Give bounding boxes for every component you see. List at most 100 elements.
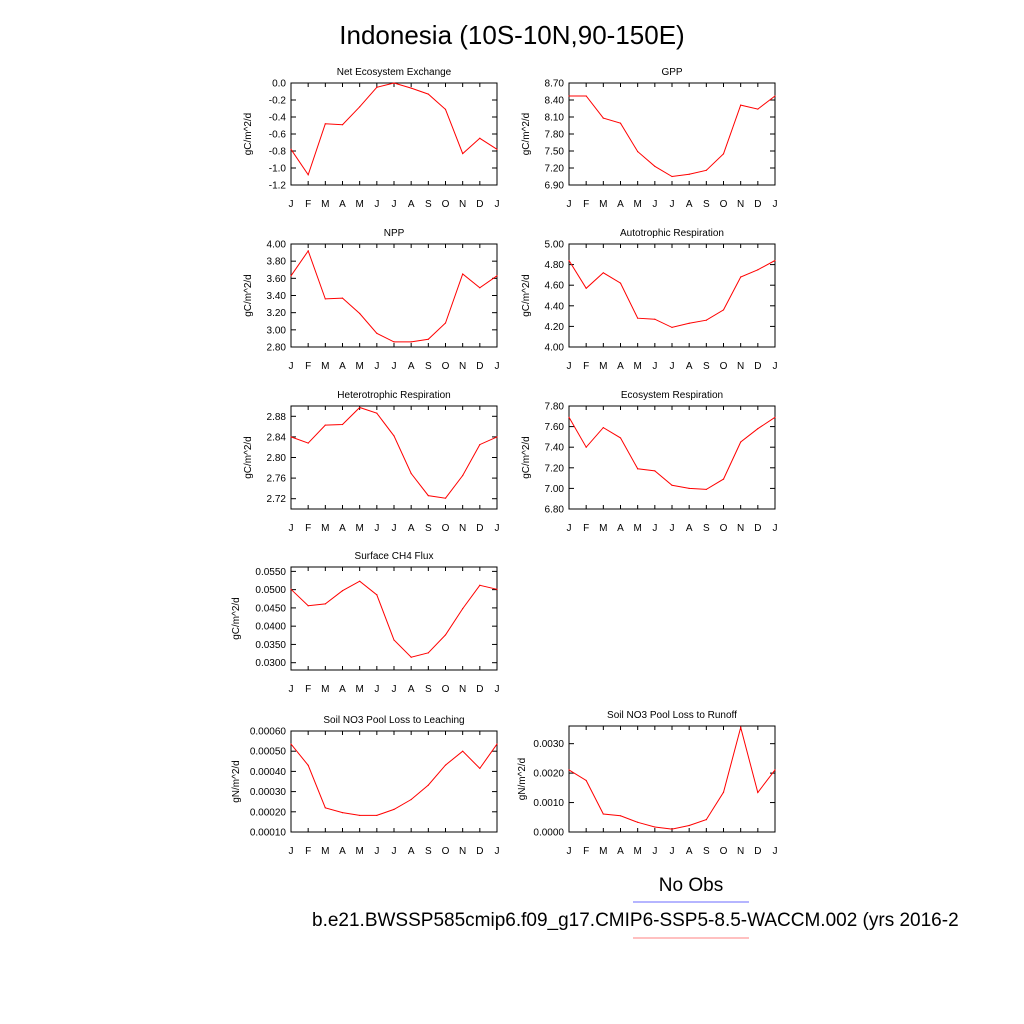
x-tick-label: J (374, 199, 379, 210)
data-point (307, 764, 309, 766)
x-tick-label: A (339, 361, 346, 372)
plot-frame (568, 82, 776, 186)
y-tick-label: 0.00020 (250, 807, 287, 818)
y-tick-label: 4.00 (545, 343, 565, 354)
x-tick-label: D (754, 199, 761, 210)
data-point (619, 122, 622, 124)
data-point (585, 446, 587, 448)
y-axis-label: gC/m^2/d (521, 113, 532, 156)
data-point (290, 588, 292, 590)
data-point (290, 436, 292, 438)
series-line (290, 580, 498, 658)
data-point (341, 812, 344, 814)
chart-title: GPP (661, 67, 682, 78)
data-point (427, 93, 429, 95)
data-point (462, 152, 464, 155)
data-point (619, 815, 622, 817)
x-tick-label: S (703, 523, 710, 534)
data-point (585, 95, 587, 97)
y-tick-label: 0.0400 (255, 622, 286, 633)
data-point (444, 764, 447, 766)
x-tick-label: J (374, 846, 379, 857)
data-point (705, 819, 707, 821)
y-tick-label: 6.80 (545, 505, 565, 516)
x-tick-label: M (321, 361, 329, 372)
y-tick-label: 3.40 (267, 291, 287, 302)
chart-title: Soil NO3 Pool Loss to Runoff (607, 710, 737, 721)
x-tick-label: F (305, 684, 311, 695)
data-point (410, 656, 412, 658)
x-tick-label: M (321, 846, 329, 857)
y-tick-label: -1.2 (269, 181, 287, 192)
data-point (427, 495, 429, 497)
data-point (568, 416, 570, 418)
x-tick-label: J (374, 523, 379, 534)
data-point (722, 478, 725, 480)
y-tick-label: 4.60 (545, 281, 565, 292)
data-point (722, 791, 725, 793)
data-point (688, 824, 690, 827)
x-tick-label: N (459, 361, 466, 372)
y-tick-label: 0.0350 (255, 640, 286, 651)
x-tick-label: A (686, 199, 693, 210)
x-tick-label: M (321, 199, 329, 210)
y-tick-label: 2.80 (267, 343, 287, 354)
data-point (496, 743, 498, 745)
data-point (757, 108, 759, 110)
y-tick-label: 4.20 (545, 322, 565, 333)
data-point (341, 590, 344, 592)
y-axis-label: gC/m^2/d (521, 274, 532, 317)
x-tick-label: J (374, 684, 379, 695)
y-axis-label: gN/m^2/d (231, 760, 242, 803)
x-tick-label: J (495, 361, 500, 372)
data-point (496, 148, 498, 150)
data-point (740, 726, 742, 729)
x-tick-label: O (442, 684, 450, 695)
x-tick-label: N (459, 199, 466, 210)
x-tick-label: A (617, 199, 624, 210)
data-point (602, 272, 604, 274)
data-point (444, 634, 447, 636)
plot-frame (290, 405, 498, 510)
y-tick-label: -0.2 (269, 96, 287, 107)
data-point (496, 275, 498, 277)
x-tick-label: A (408, 684, 415, 695)
data-point (324, 807, 326, 809)
x-tick-label: M (355, 846, 363, 857)
data-point (740, 441, 742, 443)
page-title: Indonesia (10S-10N,90-150E) (339, 20, 684, 50)
data-point (290, 743, 292, 745)
y-tick-label: 0.00010 (250, 828, 287, 839)
x-tick-label: N (459, 846, 466, 857)
y-tick-label: 2.84 (267, 432, 287, 443)
data-point (740, 104, 742, 106)
data-point (671, 828, 673, 830)
x-tick-label: S (425, 846, 432, 857)
x-tick-label: F (305, 846, 311, 857)
x-tick-label: S (425, 684, 432, 695)
y-tick-label: 4.00 (267, 240, 287, 251)
plot-frame (568, 243, 776, 348)
y-tick-label: 5.00 (545, 240, 565, 251)
x-tick-label: A (617, 523, 624, 534)
y-tick-label: 7.00 (545, 484, 565, 495)
data-point (393, 639, 395, 641)
x-tick-label: J (392, 684, 397, 695)
x-tick-label: D (476, 846, 483, 857)
x-tick-label: O (442, 199, 450, 210)
y-tick-label: 0.0 (272, 79, 286, 90)
y-tick-label: 8.10 (545, 113, 565, 124)
data-point (705, 169, 707, 171)
x-tick-label: J (567, 846, 572, 857)
data-point (444, 322, 447, 324)
data-point (462, 750, 464, 752)
x-tick-label: M (321, 684, 329, 695)
x-tick-label: J (289, 361, 294, 372)
data-point (774, 95, 776, 97)
x-tick-label: J (289, 199, 294, 210)
data-point (757, 269, 759, 271)
